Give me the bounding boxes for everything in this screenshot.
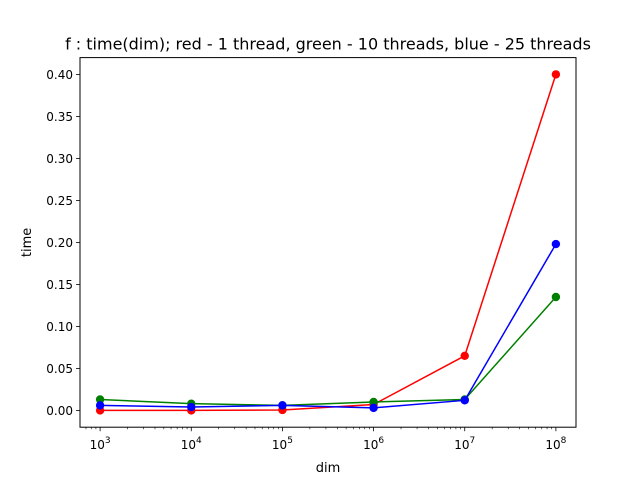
data-point [278,401,287,410]
y-axis-label: time [20,228,35,257]
y-tick-label: 0.00 [46,404,73,418]
x-tick-label: 103 [90,436,111,452]
data-point [551,239,561,249]
y-tick-label: 0.05 [46,362,73,376]
data-point [369,397,378,407]
x-axis-label: dim [316,461,341,476]
chart-title: f : time(dim); red - 1 thread, green - 1… [65,35,591,54]
y-tick-label: 0.15 [46,278,73,292]
series-line [100,296,557,407]
x-tick-base: 10 [272,438,287,452]
x-tick-base: 10 [181,438,196,452]
x-tick-label: 108 [545,436,566,452]
x-tick-exponent: 6 [378,436,384,446]
axes-frame [79,57,577,428]
x-tick-base: 10 [90,438,105,452]
x-tick-label: 104 [181,436,202,452]
x-tick-exponent: 5 [287,436,293,446]
x-tick-label: 105 [272,436,293,452]
data-point [551,70,561,79]
y-tick-label: 0.35 [46,110,73,124]
y-tick-label: 0.40 [46,68,73,82]
x-tick-label: 107 [454,436,475,452]
data-point [369,403,378,413]
x-tick-exponent: 4 [196,436,202,446]
data-point [187,402,196,412]
y-tick-label: 0.20 [46,236,73,250]
x-tick-exponent: 8 [561,436,567,446]
x-tick-exponent: 7 [470,436,476,446]
data-point [460,351,469,360]
data-point [460,396,469,405]
series-line [100,243,557,409]
y-tick-label: 0.30 [46,152,73,166]
data-point [95,401,105,410]
x-tick-base: 10 [545,438,560,452]
x-tick-label: 106 [363,436,384,452]
x-tick-base: 10 [363,438,378,452]
y-tick-label: 0.10 [46,320,73,334]
x-tick-exponent: 3 [105,436,111,446]
x-tick-base: 10 [454,438,469,452]
y-tick-label: 0.25 [46,194,73,208]
data-point [95,395,105,404]
data-point [551,292,561,302]
